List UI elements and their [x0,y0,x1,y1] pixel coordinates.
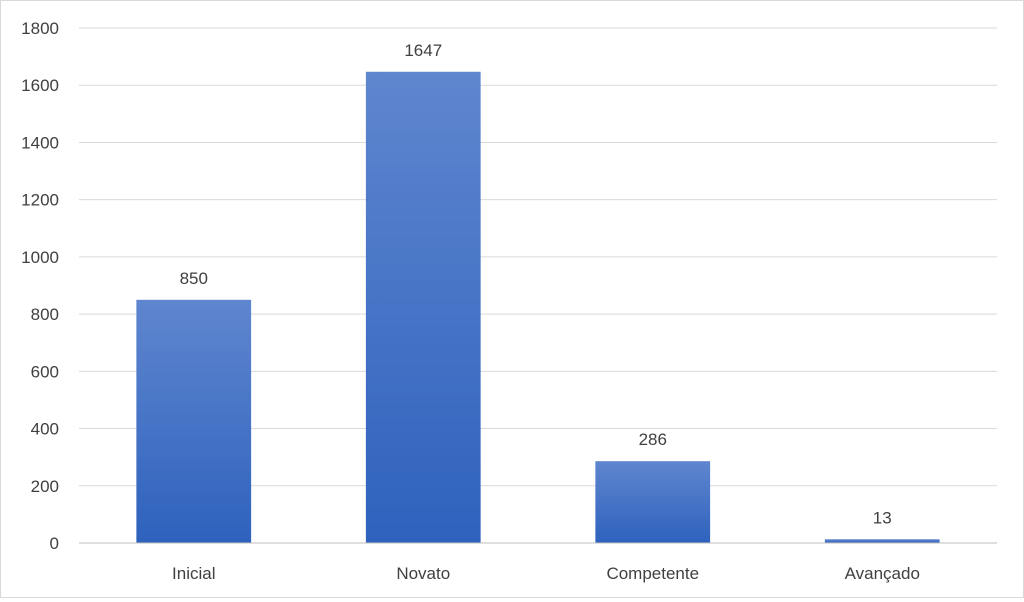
data-label: 13 [873,508,892,527]
y-tick-label: 800 [31,305,59,324]
data-label: 850 [180,269,208,288]
y-tick-label: 1200 [21,191,59,210]
data-labels: 850 1647 286 13 [180,41,892,528]
y-tick-label: 1600 [21,76,59,95]
y-tick-label: 0 [50,534,59,553]
x-tick-label: Avançado [845,564,920,583]
bars [136,71,940,544]
y-tick-label: 600 [31,362,59,381]
x-tick-label: Competente [606,564,699,583]
data-label: 286 [639,430,667,449]
bar-competente [595,461,711,543]
y-tick-label: 1000 [21,248,59,267]
x-axis-category-labels: Inicial Novato Competente Avançado [172,564,920,583]
bar-novato [365,71,481,544]
y-tick-label: 1400 [21,133,59,152]
bar-avançado [824,539,940,543]
y-axis-tick-labels: 0 200 400 600 800 1000 1200 1400 1600 1800 [21,19,59,553]
y-tick-label: 200 [31,477,59,496]
x-tick-label: Inicial [172,564,215,583]
y-tick-label: 400 [31,420,59,439]
x-tick-label: Novato [396,564,450,583]
data-label: 1647 [404,41,442,60]
bar-inicial [136,299,252,543]
y-tick-label: 1800 [21,19,59,38]
